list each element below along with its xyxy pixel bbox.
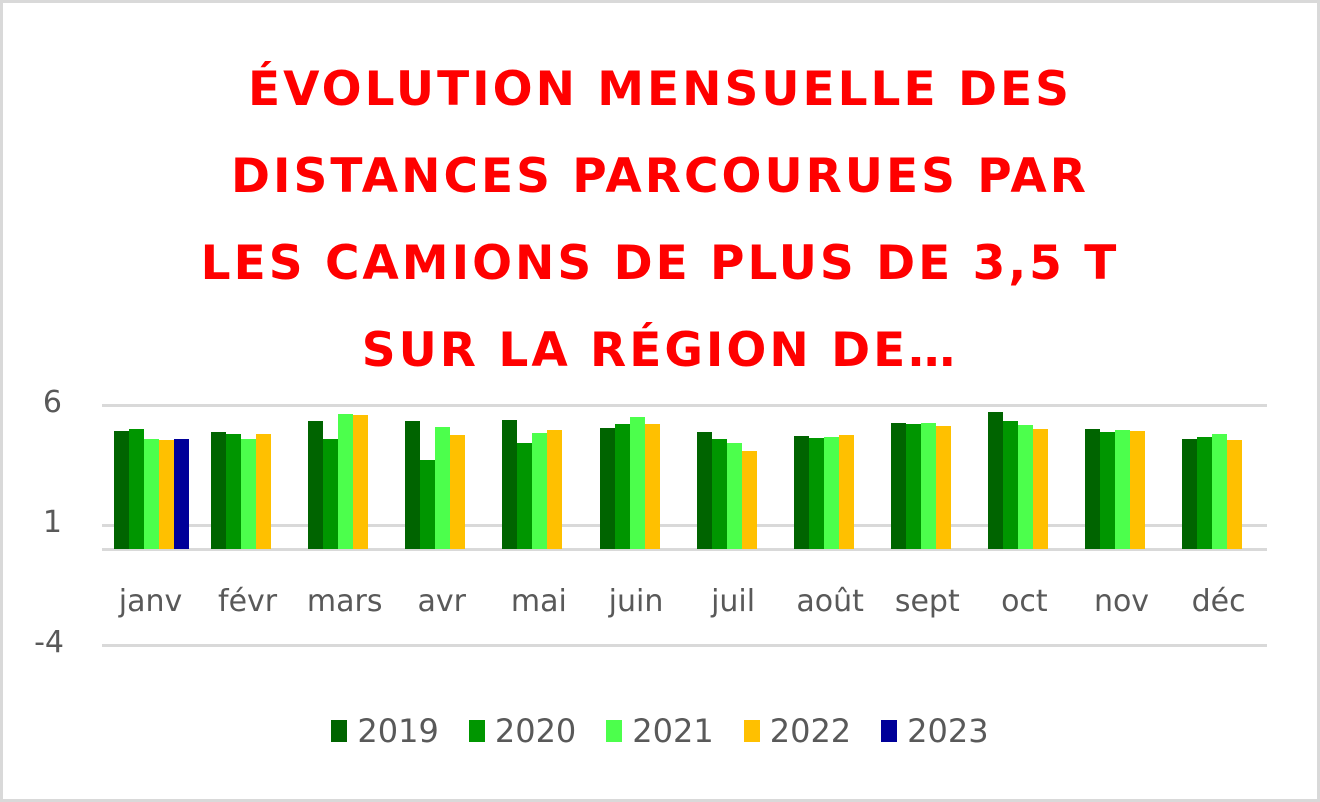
x-tick-label: avr [417, 584, 467, 619]
legend: 2019 2020 2021 2022 2023 [0, 712, 1320, 750]
x-tick-label: août [796, 584, 864, 619]
bar-2019-juil [696, 431, 712, 549]
bar-2019-déc [1182, 439, 1198, 549]
bar-2022-déc [1227, 440, 1243, 549]
bar-2019-févr [211, 431, 227, 549]
x-tick-label: janv [118, 584, 183, 619]
legend-item-2021: 2021 [606, 712, 714, 750]
y-tick-label: 6 [42, 385, 62, 420]
legend-label: 2021 [632, 712, 714, 750]
title-line-3: LES CAMIONS DE PLUS DE 3,5 T [200, 236, 1120, 291]
gridline [102, 524, 1267, 527]
legend-swatch-icon [468, 720, 485, 742]
x-tick-label: mai [510, 584, 567, 619]
bar-2021-nov [1115, 429, 1130, 549]
bar-2019-mars [308, 421, 324, 549]
bar-2021-janv [144, 438, 159, 549]
x-axis-line [102, 548, 1267, 551]
gridline [102, 404, 1267, 407]
bar-2019-oct [987, 411, 1003, 549]
x-tick-label: juin [608, 584, 664, 619]
bar-2022-juin [644, 423, 660, 549]
legend-item-2022: 2022 [743, 712, 852, 750]
legend-swatch-icon [881, 720, 898, 742]
bar-2022-juil [741, 451, 757, 549]
bar-2020-avr [420, 459, 436, 549]
bar-2021-juin [629, 417, 645, 549]
bar-2021-févr [241, 439, 257, 549]
bar-2022-nov [1130, 430, 1145, 549]
bar-2021-mars [338, 413, 354, 549]
bar-2022-févr [256, 434, 272, 549]
gridline [102, 644, 1267, 647]
bar-2022-août [838, 435, 854, 549]
legend-swatch-icon [606, 720, 623, 742]
legend-label: 2019 [357, 712, 439, 750]
y-tick-label: -4 [34, 625, 64, 660]
bar-2020-août [808, 437, 824, 549]
y-tick-label: 1 [42, 505, 62, 540]
bar-2019-nov [1085, 429, 1100, 549]
title-line-2: DISTANCES PARCOURUES PAR [231, 149, 1089, 204]
legend-label: 2022 [769, 712, 852, 750]
bar-2019-juin [599, 428, 615, 549]
bar-2021-déc [1212, 434, 1228, 549]
bar-2023-janv [174, 438, 189, 549]
bar-2020-févr [226, 434, 242, 549]
x-tick-label: oct [1001, 584, 1048, 619]
bar-2022-sept [935, 425, 951, 549]
x-tick-label: juil [711, 584, 756, 619]
bar-2021-sept [920, 423, 936, 549]
bar-2021-août [823, 436, 839, 549]
bar-2020-juin [614, 423, 630, 549]
bar-2020-janv [129, 429, 144, 549]
bar-2019-mai [502, 419, 518, 549]
title-line-4: SUR LA RÉGION DE… [361, 323, 959, 378]
bar-2019-sept [890, 423, 906, 549]
bar-2020-mai [517, 442, 533, 549]
bar-2021-oct [1017, 424, 1033, 549]
bar-2022-mars [353, 415, 369, 549]
bar-2019-avr [405, 421, 421, 549]
x-tick-label: févr [218, 584, 278, 619]
bar-2022-avr [450, 435, 466, 549]
chart-title: ÉVOLUTION MENSUELLE DES DISTANCES PARCOU… [0, 46, 1320, 394]
bar-2020-mars [323, 439, 339, 549]
bar-2019-août [793, 435, 809, 549]
legend-item-2023: 2023 [881, 712, 989, 750]
x-tick-label: sept [894, 584, 960, 619]
bar-2020-sept [905, 423, 921, 549]
bar-2020-déc [1197, 436, 1213, 549]
legend-item-2019: 2019 [331, 712, 439, 750]
title-line-1: ÉVOLUTION MENSUELLE DES [248, 62, 1072, 117]
bar-2021-juil [726, 442, 742, 549]
bar-2021-avr [435, 427, 451, 549]
bar-2022-mai [547, 429, 563, 549]
legend-swatch-icon [331, 720, 348, 742]
bar-2020-juil [711, 439, 727, 549]
legend-label: 2023 [907, 712, 989, 750]
x-tick-label: mars [306, 584, 383, 619]
x-tick-label: déc [1191, 584, 1246, 619]
x-tick-label: nov [1093, 584, 1150, 619]
bar-2019-janv [114, 430, 129, 549]
bar-2022-janv [159, 439, 174, 549]
bar-2020-nov [1100, 431, 1115, 549]
bar-2022-oct [1032, 429, 1048, 549]
bar-2021-mai [532, 433, 548, 549]
legend-swatch-icon [743, 720, 760, 742]
bar-2020-oct [1002, 421, 1018, 549]
legend-item-2020: 2020 [468, 712, 577, 750]
legend-label: 2020 [494, 712, 577, 750]
